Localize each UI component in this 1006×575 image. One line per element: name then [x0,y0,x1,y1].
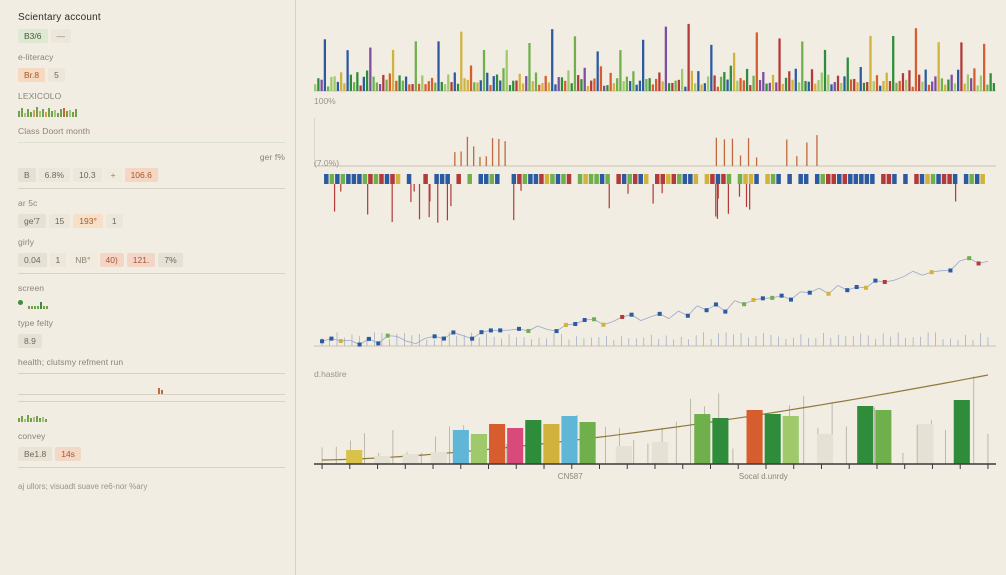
sidebar-label: e-literacy [18,52,285,62]
panel-tag: 100% [314,96,336,106]
chip[interactable]: 121. [127,253,156,267]
chip-row: B6.8%10.3+106.6 [18,168,285,182]
sidebar-label: ar 5c [18,198,285,208]
chip[interactable]: — [51,29,72,43]
chip[interactable]: 106.6 [125,168,158,182]
chip[interactable]: 8.9 [18,334,42,348]
chip-row: Be1.814s [18,447,285,461]
chip[interactable]: 14s [55,447,81,461]
chip[interactable]: NB° [69,253,96,267]
chip[interactable]: 193° [73,214,103,228]
sidebar-label: type felty [18,318,285,328]
chip[interactable]: B [18,168,36,182]
sidebar-footer: aj ullors; visuadt suave re6-nor %ary [18,482,285,491]
sidebar-label: screen [18,283,285,293]
sidebar-divider [18,373,285,374]
sidebar-label: convey [18,431,285,441]
sidebar-label: health; clutsmy refment run [18,357,285,367]
sparkline [18,103,285,117]
chip[interactable]: 6.8% [39,168,70,182]
chip-row: 8.9 [18,334,285,348]
sidebar-divider [18,467,285,468]
chip[interactable]: + [105,168,122,182]
chip-row: Br.85 [18,68,285,82]
chip[interactable]: ge'7 [18,214,46,228]
panel-bar-series: d.hastire [314,365,996,490]
chip-row: B3/6— [18,29,285,43]
sidebar-label: girly [18,237,285,247]
chip[interactable]: 1 [50,253,67,267]
chip[interactable]: 7% [158,253,182,267]
sidebar-title: Scientary account [18,12,285,23]
x-tick-label: CN587 [558,472,583,481]
sparkline [18,408,285,422]
chip[interactable]: 15 [49,214,70,228]
panel-rising-scatter [314,245,996,350]
chip[interactable]: 0.04 [18,253,47,267]
sidebar: Scientary account B3/6— e-literacy Br.85 LE… [0,0,295,575]
panel-rug-band: (7.0%) [314,170,996,230]
sidebar-divider [18,273,285,274]
sidebar-divider [18,188,285,189]
chip-row: ge'715193°1 [18,214,285,228]
chip[interactable]: 5 [48,68,65,82]
sidebar-divider [18,142,285,143]
sparkline [18,380,285,395]
sparkline [18,295,285,309]
chip[interactable]: Br.8 [18,68,45,82]
chip-row: 0.041NB° 40)121.7% [18,253,285,267]
panel-tag: d.hastire [314,369,347,379]
chip[interactable]: B3/6 [18,29,48,43]
panel-tick-clusters [314,112,996,167]
chip[interactable]: Be1.8 [18,447,52,461]
x-tick-label: Socal d.unrdy [739,472,788,481]
chip[interactable]: 10.3 [73,168,102,182]
sidebar-label: ger f% [18,152,285,162]
sidebar-label: LEXICOLO [18,91,285,101]
main-charts: 100% (7.0%) d.hastire CN587 Socal d.unrdy [295,0,1006,575]
chip[interactable]: 40) [100,253,124,267]
chip[interactable]: 1 [106,214,123,228]
panel-tag: (7.0%) [314,158,339,168]
sidebar-label: Class Doort month [18,126,285,136]
sidebar-divider [18,401,285,402]
panel-dense-bars: 100% [314,22,996,92]
